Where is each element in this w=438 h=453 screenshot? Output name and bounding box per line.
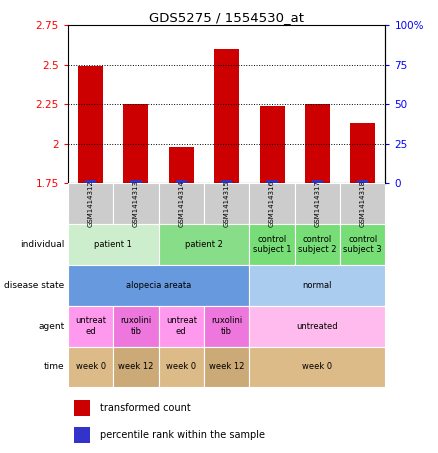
- Bar: [113, 306, 159, 347]
- Text: patient 1: patient 1: [94, 240, 132, 249]
- Bar: [68, 224, 159, 265]
- Text: control
subject 3: control subject 3: [343, 235, 382, 254]
- Text: percentile rank within the sample: percentile rank within the sample: [100, 430, 265, 440]
- Bar: [312, 180, 323, 183]
- Text: week 0: week 0: [302, 362, 332, 371]
- Polygon shape: [56, 320, 68, 333]
- Bar: [159, 306, 204, 347]
- Bar: [85, 180, 96, 183]
- Bar: [221, 180, 232, 183]
- Bar: [159, 224, 249, 265]
- Bar: [260, 106, 285, 183]
- Bar: [249, 183, 295, 224]
- Bar: [159, 347, 204, 387]
- Text: disease state: disease state: [4, 281, 64, 290]
- Bar: [169, 147, 194, 183]
- Bar: [176, 180, 187, 183]
- Text: ruxolini
tib: ruxolini tib: [120, 317, 152, 336]
- Bar: [131, 180, 141, 183]
- Text: GSM1414318: GSM1414318: [360, 180, 366, 227]
- Bar: [113, 183, 159, 224]
- Bar: [249, 347, 385, 387]
- Polygon shape: [56, 361, 68, 373]
- Text: control
subject 2: control subject 2: [298, 235, 337, 254]
- Text: GSM1414314: GSM1414314: [178, 180, 184, 227]
- Text: week 0: week 0: [75, 362, 106, 371]
- Bar: [214, 48, 239, 183]
- Text: GSM1414316: GSM1414316: [269, 180, 275, 227]
- Polygon shape: [56, 238, 68, 251]
- Bar: [204, 306, 249, 347]
- Text: patient 2: patient 2: [185, 240, 223, 249]
- Bar: [74, 427, 90, 443]
- Bar: [249, 224, 295, 265]
- Polygon shape: [56, 279, 68, 292]
- Text: individual: individual: [20, 240, 64, 249]
- Bar: [305, 104, 330, 183]
- Text: untreat
ed: untreat ed: [75, 317, 106, 336]
- Text: untreat
ed: untreat ed: [166, 317, 197, 336]
- Text: normal: normal: [303, 281, 332, 290]
- Bar: [340, 224, 385, 265]
- Bar: [357, 180, 368, 183]
- Text: control
subject 1: control subject 1: [253, 235, 291, 254]
- Bar: [249, 265, 385, 306]
- Title: GDS5275 / 1554530_at: GDS5275 / 1554530_at: [149, 11, 304, 24]
- Text: agent: agent: [38, 322, 64, 331]
- Bar: [159, 183, 204, 224]
- Text: time: time: [44, 362, 64, 371]
- Bar: [68, 306, 113, 347]
- Text: week 0: week 0: [166, 362, 196, 371]
- Bar: [113, 347, 159, 387]
- Bar: [295, 224, 340, 265]
- Bar: [204, 347, 249, 387]
- Bar: [78, 66, 103, 183]
- Text: alopecia areata: alopecia areata: [126, 281, 191, 290]
- Text: GSM1414313: GSM1414313: [133, 180, 139, 227]
- Text: GSM1414317: GSM1414317: [314, 180, 320, 227]
- Bar: [350, 123, 375, 183]
- Bar: [204, 183, 249, 224]
- Bar: [68, 347, 113, 387]
- Text: GSM1414312: GSM1414312: [88, 180, 94, 227]
- Bar: [340, 183, 385, 224]
- Bar: [249, 306, 385, 347]
- Bar: [68, 183, 113, 224]
- Text: GSM1414315: GSM1414315: [224, 180, 230, 227]
- Bar: [266, 180, 278, 183]
- Text: ruxolini
tib: ruxolini tib: [211, 317, 242, 336]
- Text: week 12: week 12: [118, 362, 154, 371]
- Bar: [295, 183, 340, 224]
- Bar: [68, 265, 249, 306]
- Bar: [74, 400, 90, 416]
- Text: week 12: week 12: [209, 362, 244, 371]
- Text: untreated: untreated: [297, 322, 338, 331]
- Text: transformed count: transformed count: [100, 403, 191, 413]
- Bar: [124, 104, 148, 183]
